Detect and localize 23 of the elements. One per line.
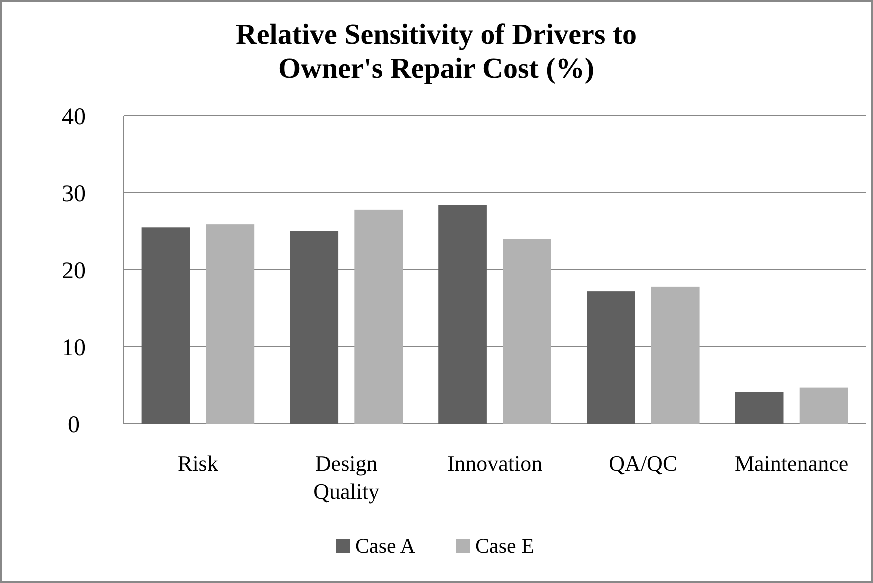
bar	[354, 210, 403, 424]
y-tick-label: 0	[68, 412, 80, 438]
bar	[503, 239, 552, 424]
bar	[142, 228, 190, 424]
x-tick-label: Maintenance	[734, 451, 849, 476]
bar	[735, 392, 784, 424]
bar	[290, 232, 339, 424]
bar	[206, 224, 255, 424]
y-tick-label: 40	[62, 104, 86, 130]
x-tick-label: Design Quality	[314, 451, 380, 504]
legend-label: Case E	[476, 534, 534, 558]
bar	[438, 205, 487, 424]
bar	[651, 286, 700, 424]
bar	[587, 292, 636, 424]
legend-label: Case A	[356, 534, 416, 558]
x-tick-label: Innovation	[447, 451, 543, 476]
x-tick-label: Risk	[178, 451, 218, 476]
y-tick-label: 10	[62, 335, 86, 362]
y-tick-label: 20	[62, 258, 86, 284]
x-tick-label: QA/QC	[609, 451, 678, 476]
chart-title: Relative Sensitivity of Drivers to Owner's Repair Cost (%)	[236, 19, 638, 85]
bar	[800, 388, 848, 424]
y-tick-label: 30	[62, 181, 86, 208]
